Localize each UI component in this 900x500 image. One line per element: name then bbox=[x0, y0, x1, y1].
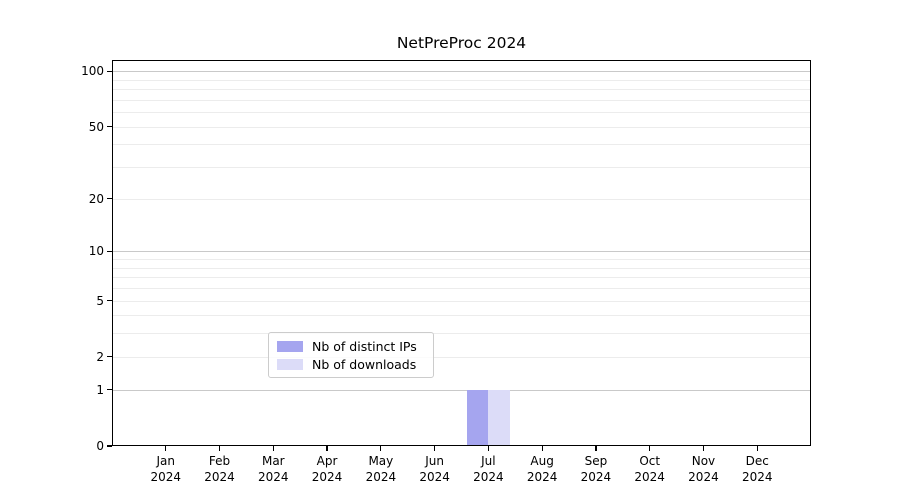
minor-gridline bbox=[112, 112, 811, 114]
x-tick-label: Apr 2024 bbox=[295, 454, 359, 485]
x-tick-label: Aug 2024 bbox=[510, 454, 574, 485]
x-tick-mark bbox=[649, 446, 651, 451]
x-tick-label: Jul 2024 bbox=[456, 454, 520, 485]
minor-gridline bbox=[112, 356, 811, 358]
minor-gridline bbox=[112, 126, 811, 128]
y-tick-label: 0 bbox=[96, 439, 104, 453]
legend-label-downloads: Nb of downloads bbox=[312, 356, 417, 372]
x-tick-year: 2024 bbox=[741, 469, 773, 484]
x-tick-year: 2024 bbox=[150, 469, 182, 484]
x-tick-mark bbox=[380, 446, 382, 451]
legend-label-distinct-ips: Nb of distinct IPs bbox=[312, 338, 417, 354]
x-tick-mark bbox=[165, 446, 167, 451]
x-tick-year: 2024 bbox=[365, 469, 397, 484]
minor-gridline bbox=[112, 333, 811, 335]
x-tick-mark bbox=[326, 446, 328, 451]
x-tick-label: Dec 2024 bbox=[725, 454, 789, 485]
x-tick-year: 2024 bbox=[634, 469, 665, 484]
x-tick-mark bbox=[756, 446, 758, 451]
distinct-ips-swatch bbox=[277, 340, 303, 352]
x-tick-mark bbox=[487, 446, 490, 451]
y-tick-mark bbox=[107, 356, 112, 358]
minor-gridline bbox=[112, 144, 811, 146]
x-tick-year: 2024 bbox=[473, 469, 504, 484]
plot-area bbox=[112, 60, 811, 446]
x-tick-year: 2024 bbox=[258, 469, 289, 484]
bar-nb-of-distinct-ips bbox=[466, 389, 489, 446]
legend-item-distinct-ips: Nb of distinct IPs bbox=[277, 339, 425, 354]
x-tick-year: 2024 bbox=[419, 469, 450, 484]
legend-item-downloads: Nb of downloads bbox=[277, 357, 425, 372]
y-tick-mark bbox=[107, 70, 112, 72]
x-tick-mark bbox=[272, 446, 274, 451]
x-tick-label: Nov 2024 bbox=[671, 454, 735, 485]
y-tick-label: 20 bbox=[88, 191, 104, 206]
y-tick-label: 1 bbox=[96, 382, 104, 397]
minor-gridline bbox=[112, 300, 811, 302]
x-tick-year: 2024 bbox=[688, 469, 719, 484]
y-tick-mark bbox=[107, 445, 112, 447]
chart-title: NetPreProc 2024 bbox=[396, 34, 527, 52]
x-tick-mark bbox=[702, 446, 705, 451]
x-tick-label: May 2024 bbox=[349, 454, 413, 485]
bar-nb-of-downloads bbox=[488, 389, 510, 446]
minor-gridline bbox=[112, 89, 811, 91]
x-tick-label: Jan 2024 bbox=[134, 454, 198, 485]
minor-gridline bbox=[112, 267, 811, 269]
minor-gridline bbox=[112, 198, 811, 200]
x-tick-mark bbox=[218, 446, 221, 451]
minor-gridline bbox=[112, 259, 811, 261]
legend: Nb of distinct IPs Nb of downloads bbox=[268, 332, 434, 378]
minor-gridline bbox=[112, 277, 811, 279]
y-tick-mark bbox=[107, 299, 112, 302]
y-tick-mark bbox=[107, 198, 112, 200]
major-gridline bbox=[112, 389, 811, 391]
x-tick-mark bbox=[541, 446, 543, 451]
x-tick-mark bbox=[595, 446, 597, 451]
x-tick-year: 2024 bbox=[526, 469, 558, 484]
y-tick-label: 100 bbox=[81, 64, 104, 79]
x-tick-label: Jun 2024 bbox=[403, 454, 467, 485]
y-tick-label: 10 bbox=[88, 244, 104, 259]
downloads-swatch bbox=[277, 358, 303, 370]
minor-gridline bbox=[112, 99, 811, 101]
x-tick-label: Sep 2024 bbox=[564, 454, 628, 485]
x-tick-year: 2024 bbox=[580, 469, 612, 484]
x-tick-label: Oct 2024 bbox=[618, 454, 682, 485]
x-tick-label: Mar 2024 bbox=[241, 454, 305, 485]
y-tick-label: 2 bbox=[96, 349, 104, 364]
minor-gridline bbox=[112, 79, 811, 81]
x-tick-mark bbox=[433, 446, 436, 451]
y-tick-mark bbox=[107, 126, 112, 128]
y-tick-mark bbox=[107, 250, 112, 252]
y-tick-label: 5 bbox=[96, 293, 104, 308]
minor-gridline bbox=[112, 167, 811, 169]
minor-gridline bbox=[112, 315, 811, 317]
major-gridline bbox=[112, 71, 811, 73]
x-tick-year: 2024 bbox=[311, 469, 343, 484]
minor-gridline bbox=[112, 287, 811, 289]
x-tick-label: Feb 2024 bbox=[188, 454, 252, 485]
y-tick-label: 50 bbox=[88, 119, 104, 134]
y-tick-mark bbox=[107, 389, 112, 391]
x-tick-year: 2024 bbox=[204, 469, 235, 484]
major-gridline bbox=[112, 251, 811, 253]
